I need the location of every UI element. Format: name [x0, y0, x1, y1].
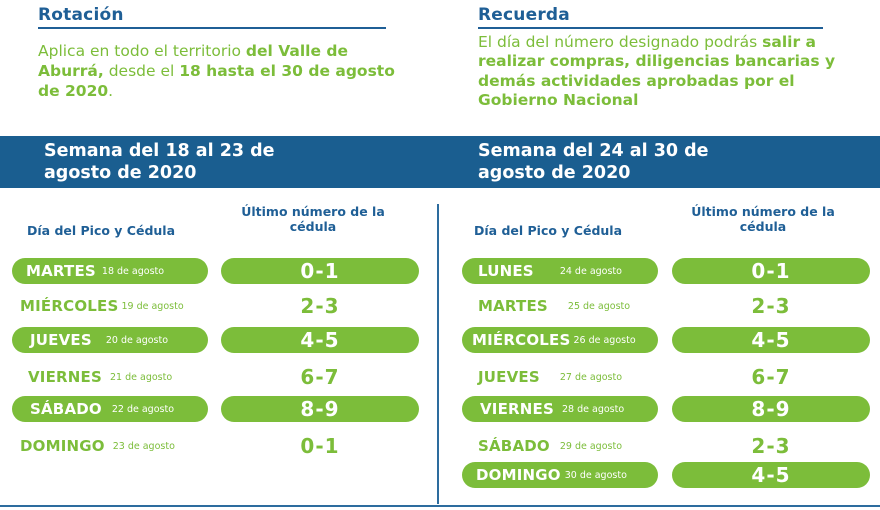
day-name: VIERNES — [28, 368, 102, 386]
day-date: 20 de agosto — [105, 334, 169, 346]
schedule-row: MIÉRCOLES 19 de agosto 2-3 — [0, 293, 440, 319]
week-banner: Semana del 18 al 23 de agosto de 2020 Se… — [0, 136, 880, 188]
day-name: VIERNES — [480, 400, 554, 418]
day-date: 23 de agosto — [112, 440, 175, 452]
day-date: 25 de agosto — [567, 300, 631, 312]
schedule-row: LUNES 24 de agosto 0-1 — [440, 258, 880, 284]
schedule-row: SÁBADO 22 de agosto 8-9 — [0, 396, 440, 422]
day-name: SÁBADO — [478, 437, 550, 455]
schedule-row: JUEVES 20 de agosto 4-5 — [0, 327, 440, 353]
reminder-heading: Recuerda — [478, 5, 570, 25]
bottom-rule — [0, 505, 880, 507]
schedule-row: VIERNES 21 de agosto 6-7 — [0, 364, 440, 390]
day-pill: MARTES 18 de agosto — [12, 258, 208, 284]
digits-pill: 0-1 — [221, 258, 419, 284]
day-pill: DOMINGO 23 de agosto — [12, 433, 208, 459]
day-date: 18 de agosto — [101, 265, 165, 277]
schedule-row: MIÉRCOLES 26 de agosto 4-5 — [440, 327, 880, 353]
day-name: DOMINGO — [476, 466, 561, 484]
day-date: 26 de agosto — [573, 334, 636, 346]
day-pill: LUNES 24 de agosto — [462, 258, 658, 284]
schedule-row: DOMINGO 23 de agosto 0-1 — [0, 433, 440, 459]
day-date: 19 de agosto — [121, 300, 184, 312]
schedule-row: SÁBADO 29 de agosto 2-3 — [440, 433, 880, 459]
day-pill: SÁBADO 22 de agosto — [12, 396, 208, 422]
digits-pill: 4-5 — [221, 327, 419, 353]
digits-pill: 6-7 — [751, 365, 791, 389]
day-name: DOMINGO — [20, 437, 105, 455]
day-pill: VIERNES 21 de agosto — [12, 364, 208, 390]
day-date: 21 de agosto — [110, 371, 173, 383]
week2-title: Semana del 24 al 30 de agosto de 2020 — [478, 141, 709, 183]
day-name: MIÉRCOLES — [20, 297, 119, 315]
column-divider — [437, 204, 439, 504]
week1-day-header: Día del Pico y Cédula — [27, 223, 176, 238]
schedule-row: MARTES 18 de agosto 0-1 — [0, 258, 440, 284]
day-date: 30 de agosto — [564, 469, 627, 481]
rotation-text-c: desde el — [103, 61, 180, 80]
day-date: 29 de agosto — [559, 440, 623, 452]
rotation-text-a: Aplica en todo el territorio — [38, 41, 246, 60]
digits-pill: 8-9 — [221, 396, 419, 422]
rotation-section: Rotación Aplica en todo el territorio de… — [38, 0, 398, 136]
digits-pill: 6-7 — [300, 365, 340, 389]
schedule-row: MARTES 25 de agosto 2-3 — [440, 293, 880, 319]
day-pill: MIÉRCOLES 19 de agosto — [12, 293, 208, 319]
reminder-section: Recuerda El día del número designado pod… — [478, 0, 858, 136]
day-name: JUEVES — [478, 368, 540, 386]
rotation-text: Aplica en todo el territorio del Valle d… — [38, 41, 398, 101]
day-name: LUNES — [478, 262, 534, 280]
day-date: 27 de agosto — [559, 371, 623, 383]
digits-pill: 8-9 — [672, 396, 870, 422]
rotation-text-d: 18 hasta el 30 de agosto de 2020 — [38, 61, 395, 100]
reminder-text: El día del número designado podrás salir… — [478, 33, 858, 111]
reminder-text-b: salir a realizar compras, diligencias ba… — [478, 32, 836, 110]
day-name: MARTES — [26, 262, 96, 280]
schedule-row: DOMINGO 30 de agosto 4-5 — [440, 462, 880, 488]
day-pill: DOMINGO 30 de agosto — [462, 462, 658, 488]
day-pill: MARTES 25 de agosto — [462, 293, 658, 319]
reminder-text-a: El día del número designado podrás — [478, 32, 763, 51]
day-name: SÁBADO — [30, 400, 102, 418]
day-pill: VIERNES 28 de agosto — [462, 396, 658, 422]
week1-schedule: Día del Pico y Cédula Último número de l… — [0, 188, 440, 506]
week2-schedule: Día del Pico y Cédula Último número de l… — [440, 188, 880, 506]
digits-pill: 4-5 — [672, 327, 870, 353]
digits-pill: 2-3 — [300, 294, 340, 318]
day-name: JUEVES — [30, 331, 92, 349]
day-pill: JUEVES 20 de agosto — [12, 327, 208, 353]
rotation-text-e: . — [108, 81, 114, 100]
day-date: 22 de agosto — [111, 403, 175, 415]
rotation-heading-rule — [38, 27, 386, 29]
day-name: MIÉRCOLES — [472, 331, 571, 349]
rotation-heading: Rotación — [38, 5, 124, 25]
schedule-row: JUEVES 27 de agosto 6-7 — [440, 364, 880, 390]
week1-title: Semana del 18 al 23 de agosto de 2020 — [44, 141, 275, 183]
day-name: MARTES — [478, 297, 548, 315]
schedule-row: VIERNES 28 de agosto 8-9 — [440, 396, 880, 422]
day-pill: SÁBADO 29 de agosto — [462, 433, 658, 459]
digits-pill: 0-1 — [300, 434, 340, 458]
week2-number-header: Último número de la cédula — [691, 204, 835, 234]
rotation-text-b: del Valle de Aburrá, — [38, 41, 348, 80]
digits-pill: 4-5 — [672, 462, 870, 488]
day-pill: MIÉRCOLES 26 de agosto — [462, 327, 658, 353]
digits-pill: 2-3 — [751, 294, 791, 318]
digits-pill: 0-1 — [672, 258, 870, 284]
week1-number-header: Último número de la cédula — [241, 204, 385, 234]
day-date: 28 de agosto — [562, 403, 625, 415]
day-pill: JUEVES 27 de agosto — [462, 364, 658, 390]
reminder-heading-rule — [478, 27, 823, 29]
day-date: 24 de agosto — [559, 265, 622, 277]
week2-day-header: Día del Pico y Cédula — [474, 223, 623, 238]
digits-pill: 2-3 — [751, 434, 791, 458]
